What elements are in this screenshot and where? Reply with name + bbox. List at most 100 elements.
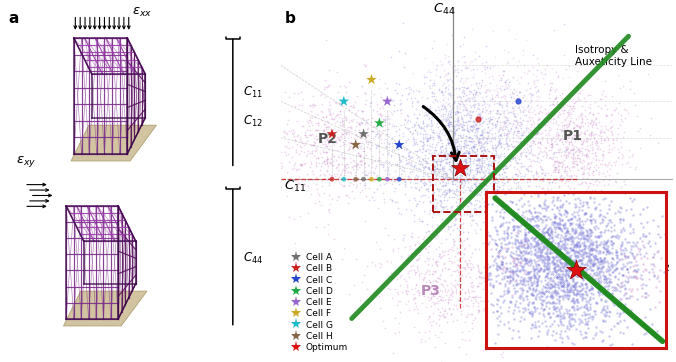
Point — [549, 219, 560, 225]
Point — [436, 296, 447, 302]
Point — [566, 172, 577, 178]
Point — [459, 177, 470, 183]
Point — [551, 251, 562, 256]
Point — [468, 209, 479, 215]
Point — [610, 261, 621, 267]
Point — [492, 331, 503, 337]
Point — [562, 272, 573, 278]
Point — [436, 137, 447, 143]
Point — [582, 259, 593, 265]
Point — [460, 289, 470, 295]
Point — [431, 222, 442, 227]
Point — [527, 292, 538, 298]
Point — [472, 169, 483, 175]
Point — [581, 265, 592, 270]
Point — [433, 306, 443, 312]
Point — [299, 161, 310, 167]
Point — [447, 139, 458, 144]
Point — [518, 139, 529, 144]
Point — [568, 151, 579, 157]
Point — [495, 85, 506, 91]
Point — [606, 290, 617, 295]
Point — [455, 175, 466, 181]
Point — [396, 146, 407, 151]
Point — [536, 228, 547, 234]
Point — [437, 311, 448, 317]
Point — [489, 98, 500, 104]
Point — [445, 312, 456, 317]
Point — [496, 199, 506, 205]
Point — [344, 194, 355, 200]
Point — [434, 134, 445, 140]
Point — [432, 117, 443, 123]
Point — [496, 259, 507, 265]
Point — [452, 155, 462, 161]
Point — [395, 110, 406, 116]
Point — [564, 245, 575, 251]
Point — [589, 178, 600, 184]
Point — [310, 102, 321, 108]
Point — [431, 158, 441, 164]
Point — [284, 159, 295, 165]
Point — [465, 115, 476, 121]
Point — [482, 187, 493, 193]
Point — [595, 290, 606, 295]
Point — [401, 288, 412, 294]
Point — [540, 202, 551, 207]
Point — [274, 199, 285, 205]
Point — [560, 170, 571, 176]
Point — [571, 292, 581, 298]
Point — [470, 205, 481, 211]
Point — [570, 243, 581, 248]
Point — [466, 297, 477, 303]
Point — [456, 281, 466, 287]
Point — [429, 204, 439, 210]
Point — [562, 296, 573, 302]
Point — [402, 173, 413, 179]
Point — [310, 224, 321, 230]
Point — [573, 299, 584, 305]
Point — [471, 119, 482, 125]
Point — [450, 217, 460, 223]
Point — [571, 267, 582, 273]
Point — [418, 120, 429, 126]
Point — [340, 164, 351, 170]
Point — [445, 114, 456, 120]
Point — [429, 96, 440, 102]
Point — [594, 264, 604, 270]
Point — [452, 149, 462, 155]
Point — [531, 130, 542, 136]
Point — [441, 180, 452, 186]
Point — [386, 177, 397, 182]
Point — [408, 324, 419, 330]
Point — [588, 277, 599, 282]
Point — [600, 114, 611, 119]
Point — [512, 92, 523, 97]
Point — [544, 246, 555, 252]
Point — [610, 285, 621, 291]
Point — [549, 283, 560, 289]
Point — [608, 137, 619, 143]
Point — [566, 164, 577, 170]
Point — [452, 281, 462, 287]
Point — [622, 275, 633, 281]
Point — [520, 250, 531, 256]
Point — [437, 103, 448, 109]
Point — [554, 238, 565, 244]
Point — [501, 268, 512, 274]
Point — [323, 182, 334, 188]
Point — [511, 261, 522, 266]
Point — [441, 136, 452, 142]
Point — [619, 181, 630, 187]
Point — [514, 115, 525, 121]
Point — [429, 147, 439, 153]
Point — [395, 157, 406, 163]
Point — [546, 239, 557, 245]
Point — [609, 287, 620, 293]
Point — [450, 123, 461, 129]
Point — [560, 149, 571, 155]
Point — [280, 89, 291, 94]
Point — [358, 116, 368, 122]
Point — [360, 182, 371, 188]
Point — [467, 96, 478, 101]
